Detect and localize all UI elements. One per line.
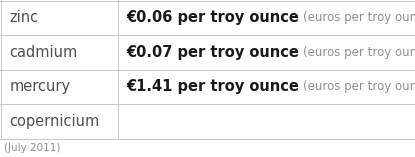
Text: cadmium: cadmium bbox=[10, 45, 78, 60]
Text: mercury: mercury bbox=[10, 79, 71, 94]
Text: zinc: zinc bbox=[10, 10, 39, 25]
Text: €1.41 per troy ounce: €1.41 per troy ounce bbox=[126, 79, 299, 94]
Text: copernicium: copernicium bbox=[10, 114, 100, 129]
Text: (euros per troy ounce): (euros per troy ounce) bbox=[303, 11, 415, 24]
Text: (July 2011): (July 2011) bbox=[4, 143, 60, 153]
Text: (euros per troy ounce): (euros per troy ounce) bbox=[303, 80, 415, 93]
Text: (euros per troy ounce): (euros per troy ounce) bbox=[303, 46, 415, 59]
Text: €0.07 per troy ounce: €0.07 per troy ounce bbox=[126, 45, 299, 60]
Text: €0.06 per troy ounce: €0.06 per troy ounce bbox=[126, 10, 299, 25]
